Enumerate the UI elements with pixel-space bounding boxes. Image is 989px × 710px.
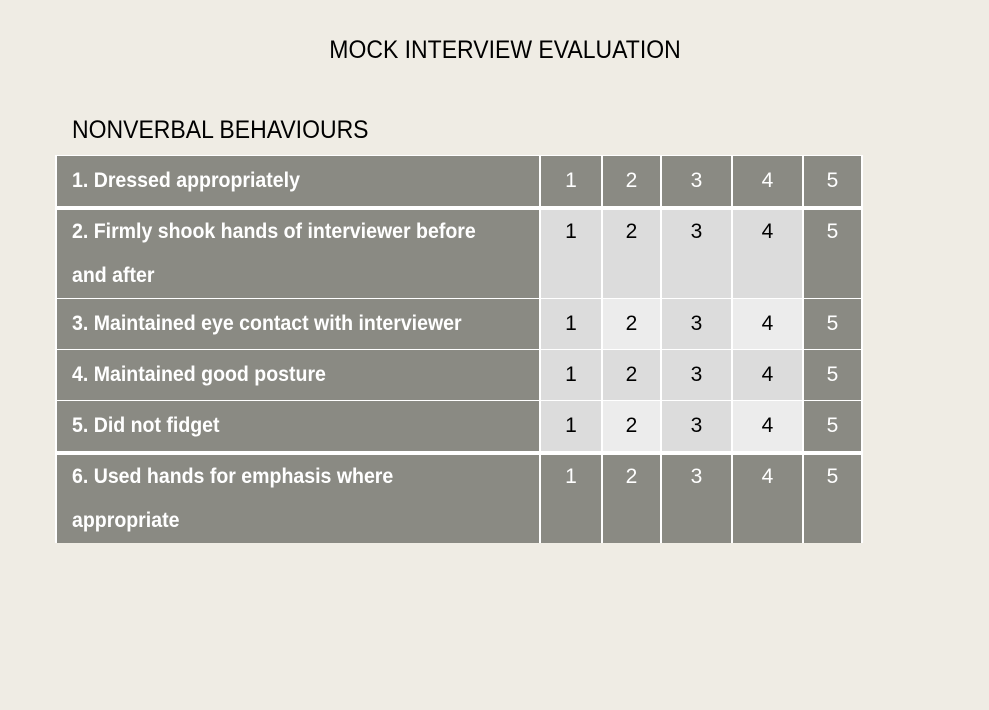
criterion-label: 1. Dressed appropriately <box>55 155 541 208</box>
rating-cell[interactable]: 3 <box>660 349 733 401</box>
criterion-label: 5. Did not fidget <box>55 400 541 453</box>
rating-cell[interactable]: 3 <box>660 451 733 543</box>
rating-cell[interactable]: 3 <box>660 206 733 299</box>
rating-cell[interactable]: 2 <box>601 451 662 543</box>
table-row: 3. Maintained eye contact with interview… <box>55 298 863 350</box>
rating-cell[interactable]: 2 <box>601 206 662 299</box>
criterion-label: 6. Used hands for emphasis where appropr… <box>55 451 541 543</box>
rating-cell[interactable]: 2 <box>601 155 662 208</box>
rating-cell[interactable]: 1 <box>539 155 603 208</box>
rating-cell[interactable]: 3 <box>660 400 733 453</box>
rating-cell[interactable]: 3 <box>660 298 733 350</box>
table-row: 6. Used hands for emphasis where appropr… <box>55 451 863 543</box>
rating-cell[interactable]: 1 <box>539 451 603 543</box>
rating-cell[interactable]: 5 <box>802 400 863 453</box>
rating-cell[interactable]: 2 <box>601 349 662 401</box>
table-row: 4. Maintained good posture 1 2 3 4 5 <box>55 349 863 401</box>
rating-cell[interactable]: 5 <box>802 206 863 299</box>
rating-cell[interactable]: 4 <box>731 155 804 208</box>
evaluation-table: 1. Dressed appropriately 1 2 3 4 5 2. Fi… <box>55 155 863 543</box>
criterion-label: 3. Maintained eye contact with interview… <box>55 298 541 350</box>
rating-cell[interactable]: 1 <box>539 206 603 299</box>
section-title: NONVERBAL BEHAVIOURS <box>72 116 369 144</box>
rating-cell[interactable]: 5 <box>802 451 863 543</box>
criterion-label: 4. Maintained good posture <box>55 349 541 401</box>
criterion-label: 2. Firmly shook hands of interviewer bef… <box>55 206 541 299</box>
rating-cell[interactable]: 1 <box>539 298 603 350</box>
table-row: 5. Did not fidget 1 2 3 4 5 <box>55 400 863 453</box>
rating-cell[interactable]: 1 <box>539 400 603 453</box>
rating-cell[interactable]: 4 <box>731 451 804 543</box>
rating-cell[interactable]: 4 <box>731 206 804 299</box>
table-row: 1. Dressed appropriately 1 2 3 4 5 <box>55 155 863 208</box>
rating-cell[interactable]: 2 <box>601 400 662 453</box>
rating-cell[interactable]: 4 <box>731 349 804 401</box>
rating-cell[interactable]: 2 <box>601 298 662 350</box>
rating-cell[interactable]: 4 <box>731 400 804 453</box>
rating-cell[interactable]: 4 <box>731 298 804 350</box>
rating-cell[interactable]: 5 <box>802 155 863 208</box>
rating-cell[interactable]: 3 <box>660 155 733 208</box>
rating-cell[interactable]: 5 <box>802 349 863 401</box>
rating-cell[interactable]: 1 <box>539 349 603 401</box>
table-row: 2. Firmly shook hands of interviewer bef… <box>55 206 863 299</box>
rating-cell[interactable]: 5 <box>802 298 863 350</box>
page-title: MOCK INTERVIEW EVALUATION <box>329 36 681 64</box>
